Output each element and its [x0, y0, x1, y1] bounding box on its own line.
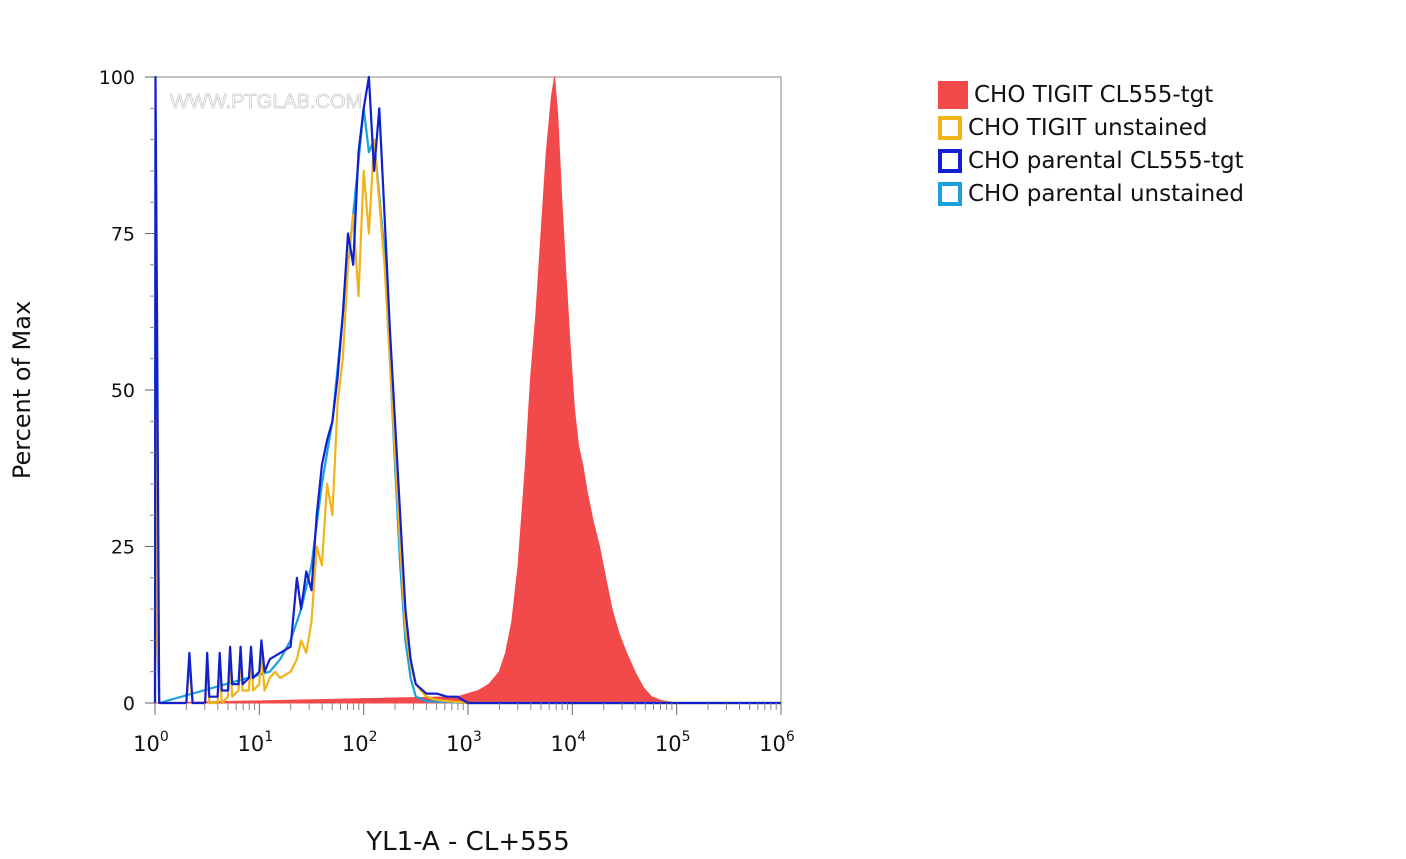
series-0-area [154, 76, 781, 704]
x-tick-label: 103 [446, 729, 482, 756]
tick-exp: 3 [473, 729, 482, 745]
legend-label: CHO TIGIT unstained [968, 114, 1208, 141]
tick-base: 10 [238, 732, 265, 756]
tick-base: 10 [342, 732, 369, 756]
legend-swatch [938, 80, 968, 109]
tick-exp: 5 [682, 729, 691, 745]
x-tick-label: 102 [342, 729, 378, 756]
y-tick-label: 100 [99, 67, 135, 89]
legend: CHO TIGIT CL555-tgt CHO TIGIT unstained CH… [938, 78, 1244, 210]
x-tick-label: 105 [655, 729, 691, 756]
tick-exp: 1 [264, 729, 273, 745]
legend-swatch [938, 148, 962, 173]
legend-label: CHO parental unstained [968, 180, 1244, 207]
series-1-line [153, 138, 781, 705]
tick-base: 10 [759, 732, 786, 756]
series-2-line [153, 75, 781, 705]
y-tick-label: 0 [123, 693, 135, 715]
tick-exp: 0 [160, 729, 169, 745]
legend-swatch [938, 181, 962, 206]
legend-item: CHO parental CL555-tgt [938, 144, 1244, 177]
y-tick-label: 25 [111, 537, 135, 559]
legend-item: CHO TIGIT CL555-tgt [938, 78, 1244, 111]
tick-exp: 6 [786, 729, 795, 745]
legend-item: CHO TIGIT unstained [938, 111, 1244, 144]
tick-exp: 4 [577, 729, 586, 745]
x-axis-label: YL1-A - CL+555 [365, 827, 569, 857]
legend-label: CHO TIGIT CL555-tgt [974, 81, 1214, 108]
legend-swatch [938, 115, 962, 140]
x-tick-label: 106 [759, 729, 795, 756]
watermark: WWW.PTGLAB.COM [170, 91, 362, 113]
plot-area [154, 76, 782, 704]
legend-item: CHO parental unstained [938, 177, 1244, 210]
legend-label: CHO parental CL555-tgt [968, 147, 1244, 174]
x-tick-label: 104 [551, 729, 587, 756]
y-tick-label: 50 [111, 380, 135, 402]
tick-base: 10 [551, 732, 578, 756]
y-axis-label: Percent of Max [8, 301, 36, 479]
tick-base: 10 [133, 732, 160, 756]
x-tick-label: 101 [238, 729, 274, 756]
tick-base: 10 [655, 732, 682, 756]
tick-exp: 2 [369, 729, 378, 745]
y-tick-label: 75 [111, 224, 135, 246]
tick-base: 10 [446, 732, 473, 756]
x-tick-label: 100 [133, 729, 169, 756]
